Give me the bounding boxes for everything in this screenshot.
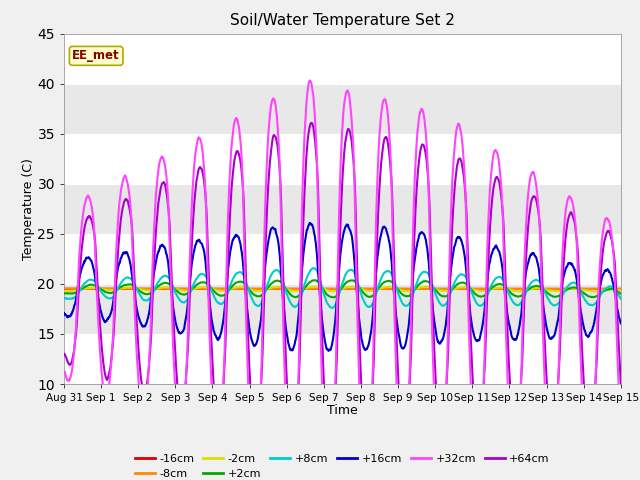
-2cm: [312, 284, 319, 289]
-8cm: [593, 286, 601, 292]
-8cm: [430, 286, 438, 292]
-16cm: [508, 286, 516, 292]
+2cm: [212, 290, 220, 296]
+2cm: [329, 295, 337, 300]
+8cm: [406, 300, 414, 305]
Bar: [64, 234, 621, 284]
+2cm: [348, 277, 356, 283]
+64cm: [164, 198, 172, 204]
+16cm: [508, 335, 516, 340]
-8cm: [508, 286, 516, 292]
Line: -2cm: -2cm: [64, 287, 621, 291]
+16cm: [617, 321, 625, 326]
Line: +16cm: +16cm: [64, 223, 621, 350]
+64cm: [508, 412, 516, 418]
+8cm: [328, 305, 336, 311]
+2cm: [508, 291, 516, 297]
+8cm: [310, 265, 317, 271]
+32cm: [617, 427, 625, 433]
+32cm: [406, 355, 414, 361]
Line: +2cm: +2cm: [64, 280, 621, 298]
-2cm: [164, 285, 172, 290]
+8cm: [508, 298, 516, 303]
-8cm: [406, 286, 414, 292]
+8cm: [60, 295, 68, 301]
+64cm: [60, 351, 68, 357]
+32cm: [212, 448, 220, 454]
Line: +32cm: +32cm: [64, 81, 621, 480]
-16cm: [617, 286, 625, 292]
+2cm: [593, 293, 601, 299]
+8cm: [593, 299, 601, 305]
+16cm: [406, 308, 414, 313]
+16cm: [306, 220, 314, 226]
Bar: [64, 284, 621, 334]
+8cm: [212, 297, 220, 303]
-2cm: [617, 288, 625, 293]
-8cm: [212, 286, 220, 292]
-2cm: [406, 288, 414, 294]
Bar: [64, 34, 621, 84]
-16cm: [164, 286, 172, 292]
+16cm: [348, 236, 356, 242]
Text: EE_met: EE_met: [72, 49, 120, 62]
Title: Soil/Water Temperature Set 2: Soil/Water Temperature Set 2: [230, 13, 455, 28]
+8cm: [164, 274, 172, 280]
+64cm: [326, 454, 333, 460]
+8cm: [617, 296, 625, 301]
Bar: [64, 84, 621, 134]
+64cm: [593, 353, 601, 359]
X-axis label: Time: Time: [327, 405, 358, 418]
Bar: [64, 184, 621, 234]
+32cm: [164, 189, 172, 194]
+32cm: [348, 125, 356, 131]
Bar: [64, 134, 621, 184]
Bar: [64, 334, 621, 384]
+64cm: [617, 381, 625, 386]
+16cm: [60, 310, 68, 316]
-16cm: [212, 286, 220, 292]
Line: +8cm: +8cm: [64, 268, 621, 308]
+2cm: [406, 292, 414, 298]
Line: +64cm: +64cm: [64, 123, 621, 457]
Y-axis label: Temperature (C): Temperature (C): [22, 158, 35, 260]
-16cm: [348, 286, 356, 292]
-2cm: [348, 284, 356, 289]
+16cm: [324, 348, 332, 353]
-16cm: [490, 286, 497, 292]
+2cm: [164, 280, 172, 286]
-2cm: [591, 288, 598, 294]
+32cm: [60, 369, 68, 374]
-16cm: [60, 286, 68, 292]
+32cm: [593, 336, 601, 341]
-16cm: [593, 286, 601, 292]
-8cm: [164, 286, 172, 292]
-2cm: [593, 288, 601, 294]
-2cm: [508, 287, 516, 293]
+16cm: [593, 304, 601, 310]
+64cm: [406, 369, 414, 375]
-8cm: [60, 286, 68, 291]
+64cm: [212, 408, 220, 413]
+2cm: [60, 290, 68, 296]
+2cm: [310, 277, 318, 283]
-8cm: [617, 286, 625, 292]
-8cm: [65, 286, 73, 291]
-16cm: [60, 286, 68, 292]
+64cm: [307, 120, 315, 126]
+32cm: [508, 460, 516, 466]
+32cm: [306, 78, 314, 84]
+8cm: [348, 267, 356, 273]
+2cm: [617, 291, 625, 297]
-2cm: [60, 288, 68, 294]
+16cm: [164, 257, 172, 263]
-8cm: [348, 286, 356, 292]
Legend: -16cm, -8cm, -2cm, +2cm, +8cm, +16cm, +32cm, +64cm: -16cm, -8cm, -2cm, +2cm, +8cm, +16cm, +3…: [131, 449, 554, 480]
-2cm: [212, 287, 220, 293]
+64cm: [348, 144, 356, 149]
-16cm: [406, 286, 414, 292]
+16cm: [212, 333, 220, 338]
